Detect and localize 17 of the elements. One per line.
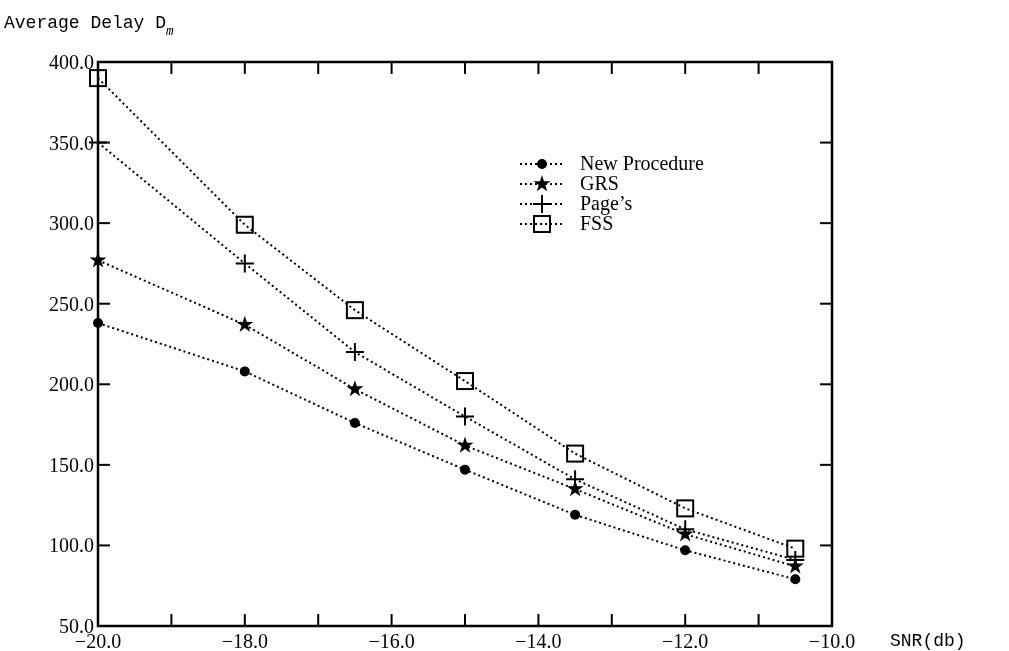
x-tick-label: −16.0 (368, 630, 415, 651)
x-axis-title: SNR(db) (890, 631, 966, 651)
x-tick-label: −10.0 (808, 630, 856, 651)
y-tick-label: 300.0 (49, 212, 94, 235)
y-tick-label: 400.0 (49, 51, 94, 73)
x-tick-label: −12.0 (662, 630, 709, 651)
x-tick-label: −18.0 (221, 630, 268, 651)
legend-label: Page’s (580, 192, 633, 215)
y-axis-title: Average Delay D$_{m}$ (4, 13, 175, 39)
legend-label: New Procedure (580, 152, 704, 174)
y-tick-label: 200.0 (49, 373, 94, 396)
y-tick-label: 100.0 (49, 534, 94, 557)
legend-label: GRS (580, 172, 619, 194)
y-tick-label: 350.0 (49, 131, 94, 154)
y-tick-label: 150.0 (49, 453, 94, 476)
x-tick-label: −14.0 (515, 630, 562, 651)
y-tick-label: 250.0 (49, 292, 94, 315)
